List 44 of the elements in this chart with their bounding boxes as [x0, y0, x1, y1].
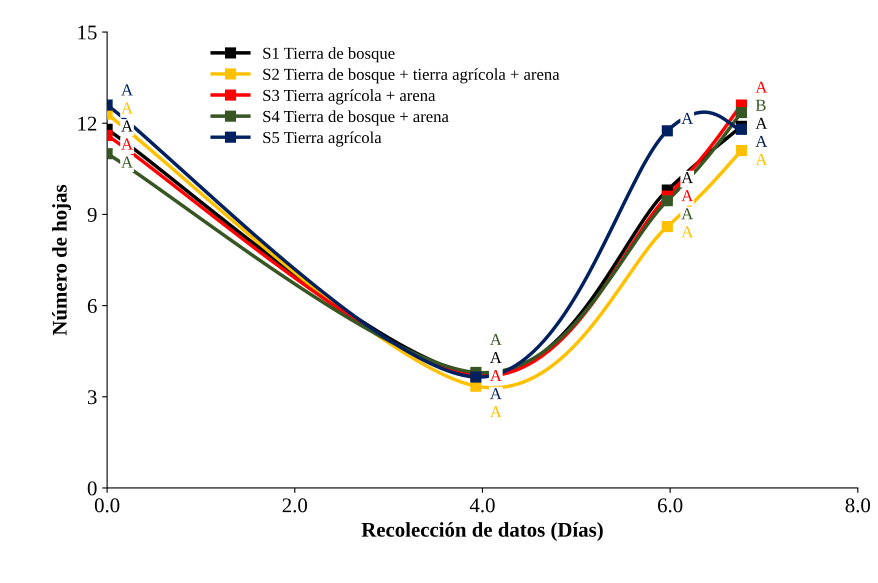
legend-label: S3 Tierra agrícola + arena	[263, 89, 436, 104]
y-tick-label: 0	[88, 481, 97, 496]
data-label: A	[681, 190, 694, 202]
y-tick-label: 15	[78, 26, 97, 40]
data-label: A	[490, 352, 502, 363]
legend-label: S2 Tierra de bosque + tierra agrícola + arena	[263, 68, 560, 84]
legend-label: S5 Tierra agrícola	[263, 131, 382, 147]
data-label: A	[490, 388, 502, 400]
data-label: A	[756, 82, 768, 93]
x-tick-label: 0.0	[94, 498, 120, 512]
y-axis-title: Número de hojas	[52, 184, 72, 336]
data-label: A	[756, 154, 768, 165]
data-label: A	[756, 118, 768, 129]
data-label: A	[490, 334, 502, 345]
data-label: A	[490, 370, 502, 382]
y-tick-label: 12	[78, 116, 96, 130]
data-label: A	[121, 84, 133, 96]
legend-label: S1 Tierra de bosque	[263, 47, 395, 62]
point	[736, 145, 748, 156]
x-tick-label: 2.0	[282, 498, 308, 512]
data-label: A	[756, 136, 768, 147]
x-tick-label: 8.0	[846, 498, 870, 512]
legend-label: S4 Tierra de bosque + arena	[263, 110, 449, 126]
data-label: A	[121, 156, 133, 168]
x-tick-label: 6.0	[658, 498, 682, 512]
data-label: A	[121, 120, 133, 132]
data-label: A	[490, 406, 502, 418]
y-tick-label: 9	[88, 208, 97, 222]
data-label: A	[121, 102, 133, 114]
point	[736, 124, 748, 135]
y-tick-label: 3	[88, 390, 97, 404]
x-axis-title: Recolección de datos (Días)	[362, 522, 603, 542]
x-tick-label: 4.0	[470, 498, 495, 512]
point	[736, 107, 748, 118]
point	[662, 195, 673, 206]
data-label: A	[121, 138, 133, 150]
data-label: A	[681, 172, 694, 184]
data-label: A	[681, 226, 694, 238]
point	[662, 125, 673, 136]
data-label: B	[756, 100, 766, 111]
data-label: A	[681, 112, 694, 124]
data-label: A	[681, 208, 694, 220]
point	[662, 221, 673, 232]
y-tick-label: 6	[88, 299, 97, 314]
